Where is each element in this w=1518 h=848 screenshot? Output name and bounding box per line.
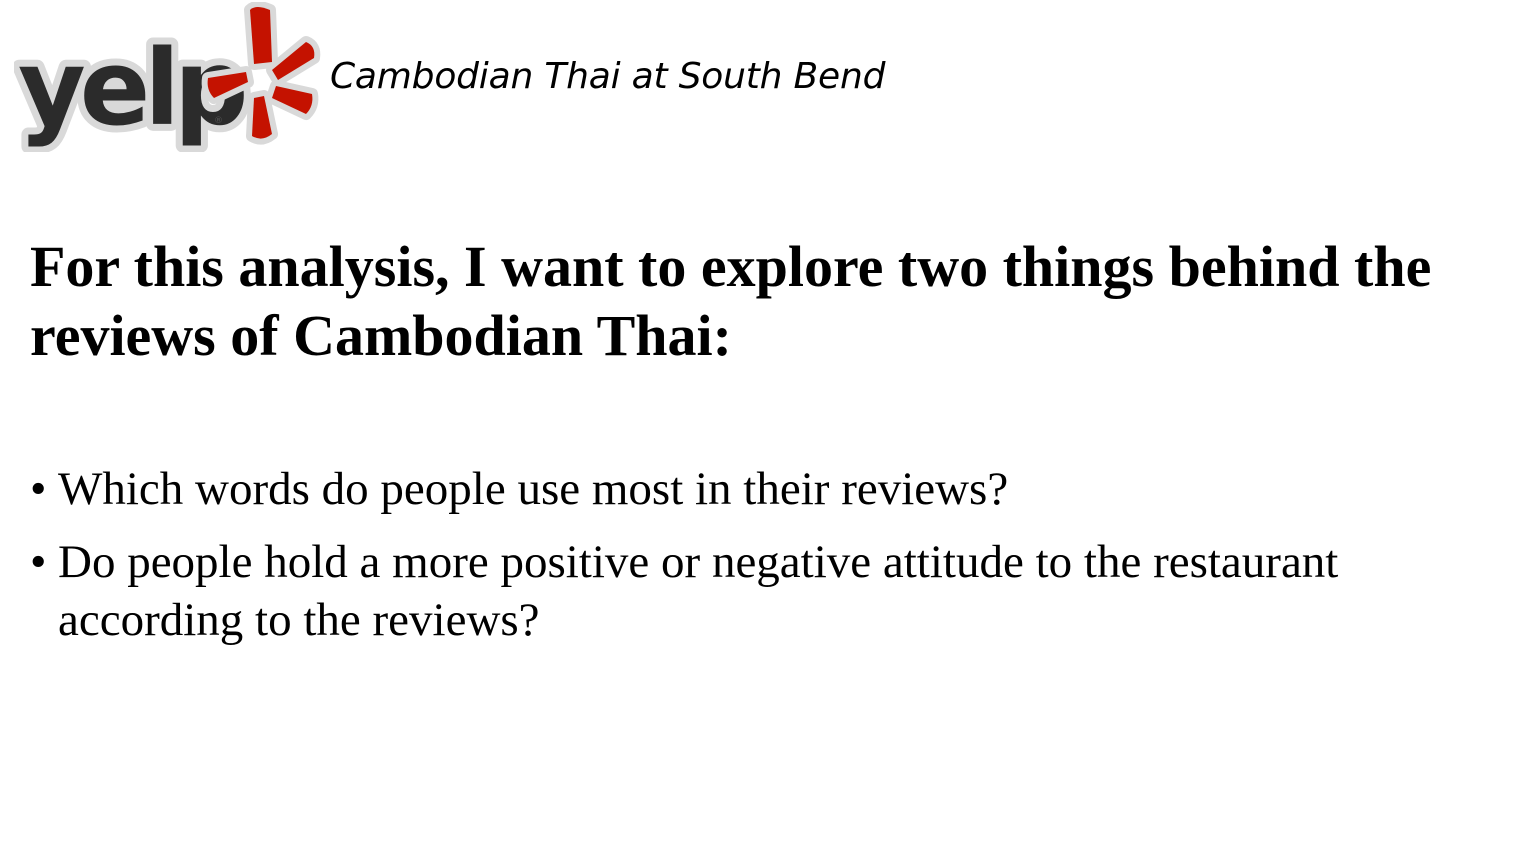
yelp-burst-icon (201, 2, 321, 145)
list-item: • Do people hold a more positive or nega… (30, 533, 1470, 649)
svg-text:®: ® (214, 116, 223, 126)
bullet-marker: • (30, 463, 47, 515)
bullet-marker: • (30, 536, 47, 588)
yelp-logo: yelp yelp ® (14, 2, 322, 152)
yelp-logo-graphic: yelp yelp ® (14, 2, 321, 152)
page-title: For this analysis, I want to explore two… (30, 234, 1432, 368)
list-item: • Which words do people use most in thei… (30, 460, 1470, 518)
page-subtitle: Cambodian Thai at South Bend (330, 56, 886, 97)
bullet-text: Do people hold a more positive or negati… (58, 536, 1339, 646)
bullet-text: Which words do people use most in their … (58, 463, 1009, 515)
bullet-list: • Which words do people use most in thei… (30, 460, 1470, 664)
